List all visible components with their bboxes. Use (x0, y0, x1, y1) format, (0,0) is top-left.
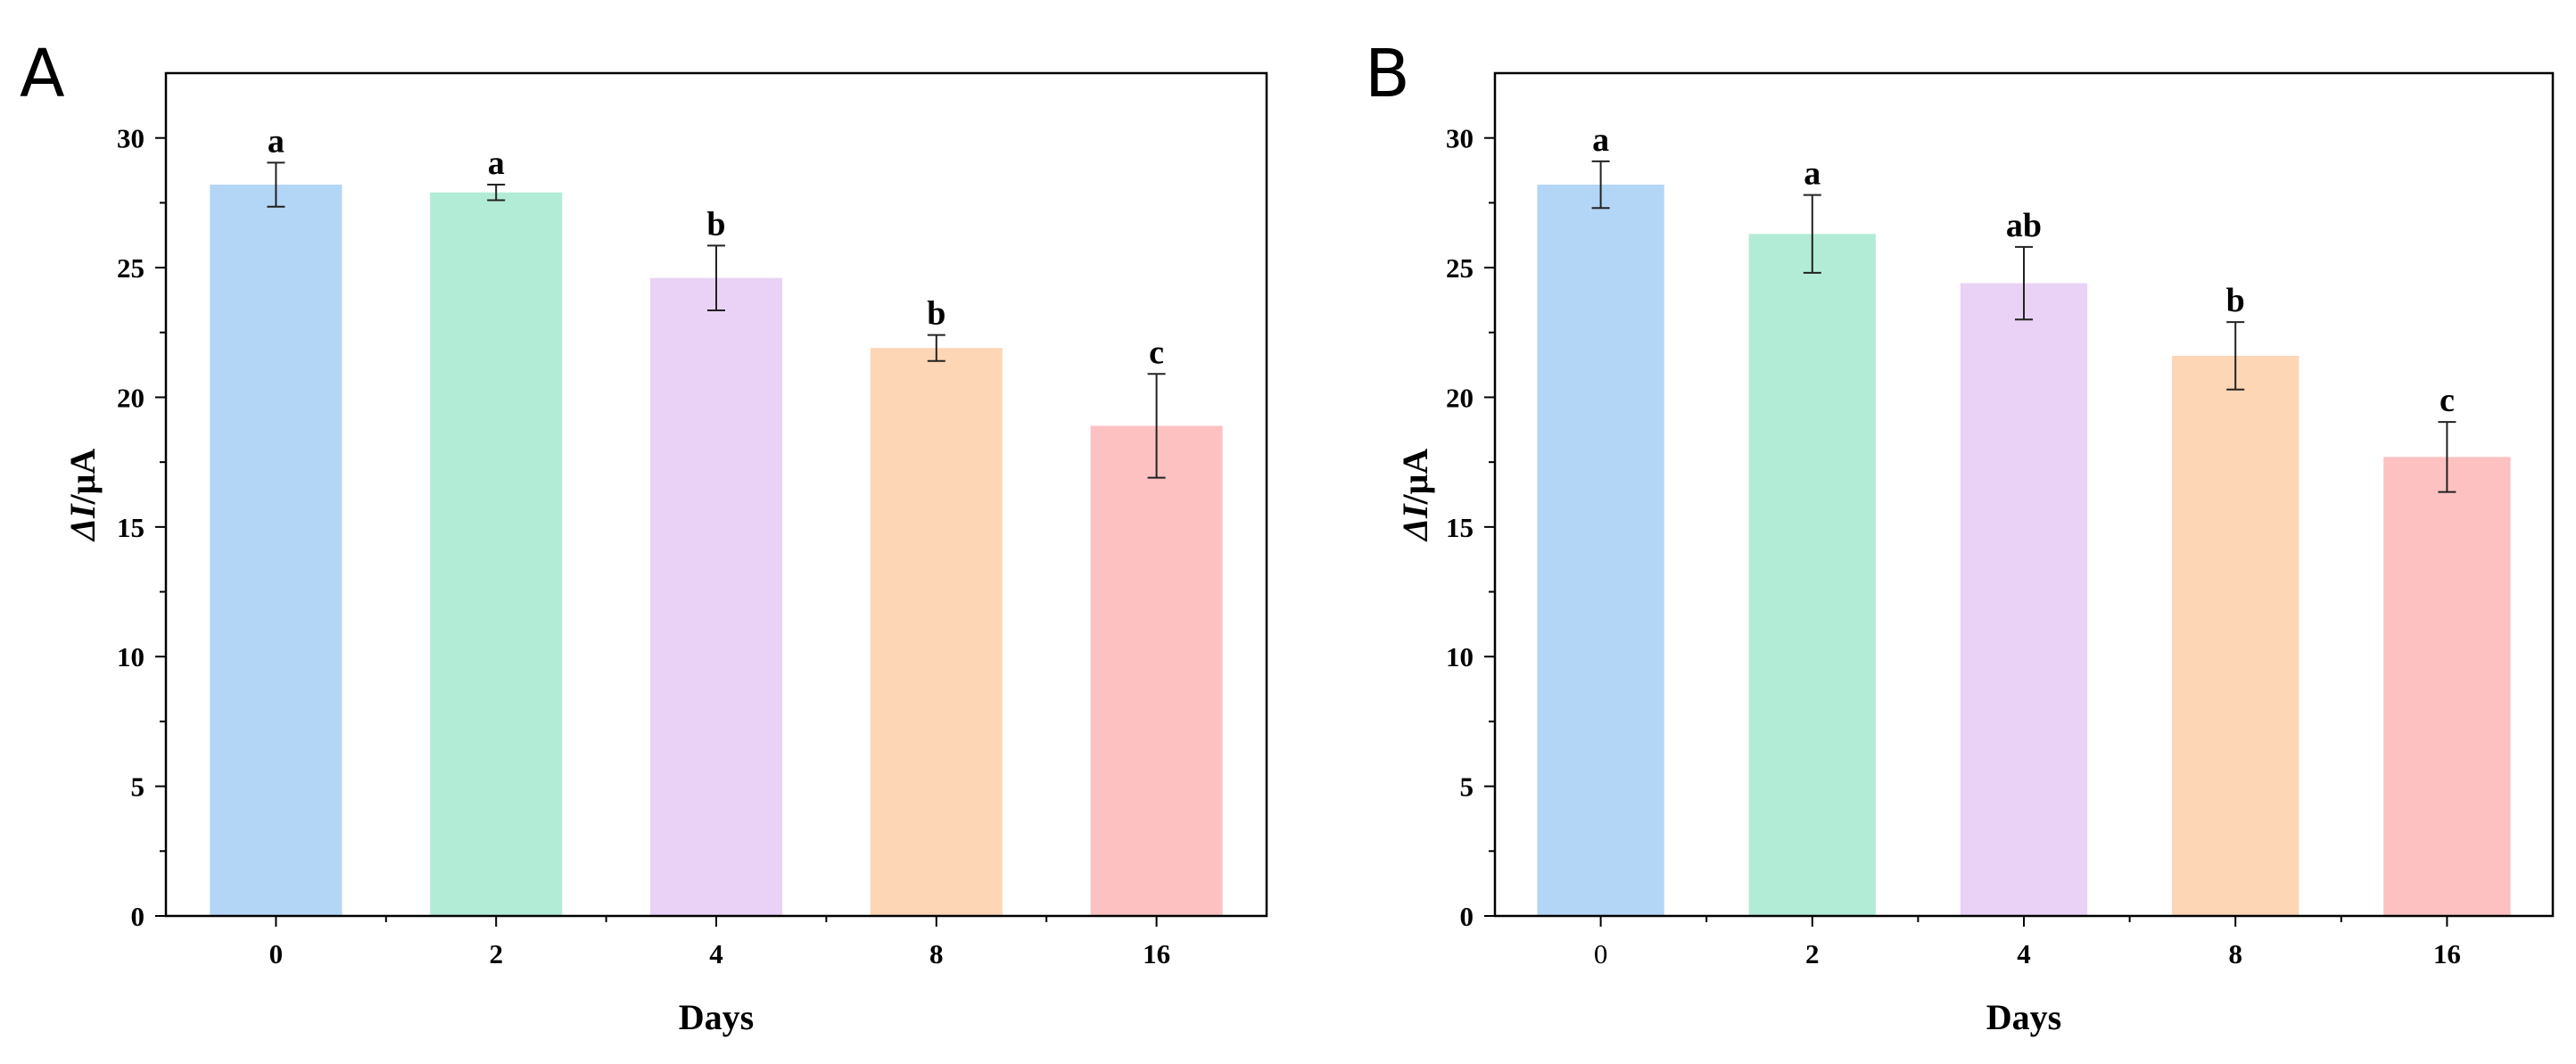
x-tick-label: 2 (489, 938, 503, 969)
x-tick-label: 2 (1805, 938, 1820, 969)
error-bar (927, 334, 945, 362)
panel-b: Ba 0 a 2 ab 4 b 8 c 16 0 5 10 15 20 25 30 Days ΔI/μA (1365, 36, 2555, 1037)
significance-letter: b (2226, 282, 2245, 319)
error-bar (2015, 245, 2033, 321)
y-tick-label: 15 (117, 512, 144, 543)
y-tick-label: 5 (131, 771, 145, 803)
x-tick-label: 0 (1594, 938, 1608, 969)
error-bar (487, 184, 506, 202)
bar (210, 185, 343, 916)
bar (1960, 283, 2088, 916)
bar (870, 348, 1003, 916)
bar (649, 277, 783, 916)
error-bar (1803, 194, 1821, 274)
y-tick-label: 20 (117, 382, 144, 413)
significance-letter: a (1804, 155, 1821, 193)
error-bar (2226, 321, 2245, 391)
significance-letter: c (1149, 334, 1164, 371)
significance-letter: ab (2006, 207, 2042, 244)
significance-letter: a (488, 144, 505, 182)
x-tick-label: 16 (2433, 938, 2461, 969)
y-tick-label: 10 (117, 641, 144, 672)
y-axis-title-unit: /μA (1395, 449, 1435, 506)
significance-letter: a (1592, 121, 1609, 159)
y-tick-label: 0 (1460, 901, 1474, 932)
y-axis-title-unit: /μA (62, 449, 103, 506)
x-axis-title: Days (679, 997, 754, 1037)
panel-letter: B (1365, 36, 1410, 112)
bar (1748, 234, 1876, 916)
y-tick-label: 30 (117, 123, 144, 154)
error-bar (267, 161, 285, 208)
bar (1090, 425, 1223, 916)
y-tick-label: 20 (1446, 382, 1474, 413)
x-tick-label: 4 (2017, 938, 2031, 969)
significance-letter: b (706, 205, 725, 243)
y-tick-label: 5 (1460, 771, 1474, 803)
plot-frame (164, 71, 1268, 918)
y-axis-title-symbol: ΔI (1395, 503, 1435, 542)
y-tick-label: 0 (131, 901, 145, 932)
y-axis-title: ΔI/μA (62, 449, 103, 542)
y-tick-label: 15 (1446, 512, 1474, 543)
bar (430, 192, 563, 916)
y-tick-label: 25 (1446, 252, 1474, 284)
significance-letter: a (268, 122, 285, 160)
y-axis-title: ΔI/μA (1395, 449, 1435, 542)
plot-frame (1493, 71, 2555, 918)
y-axis-title-symbol: ΔI (62, 503, 103, 542)
panel-letter: A (20, 36, 65, 112)
y-tick-label: 25 (117, 252, 144, 284)
y-tick-label: 10 (1446, 641, 1474, 672)
x-tick-label: 8 (929, 938, 944, 969)
significance-letter: c (2440, 382, 2455, 419)
x-tick-label: 4 (709, 938, 723, 969)
bar (1537, 185, 1664, 916)
x-axis-title: Days (1986, 997, 2061, 1037)
error-bar (2438, 421, 2456, 493)
error-bar (707, 244, 725, 312)
error-bar (1591, 160, 1610, 210)
bar (2172, 355, 2299, 916)
bar (2383, 457, 2511, 916)
x-tick-label: 8 (2228, 938, 2242, 969)
error-bar (1147, 373, 1166, 479)
y-tick-label: 30 (1446, 123, 1474, 154)
x-tick-label: 16 (1143, 938, 1170, 969)
x-tick-label: 0 (269, 938, 284, 969)
panel-a: Aa 0 a 2 b 4 b 8 c 16 0 5 10 15 20 25 30 Days ΔI/μA (20, 36, 1268, 1037)
significance-letter: b (927, 295, 945, 333)
